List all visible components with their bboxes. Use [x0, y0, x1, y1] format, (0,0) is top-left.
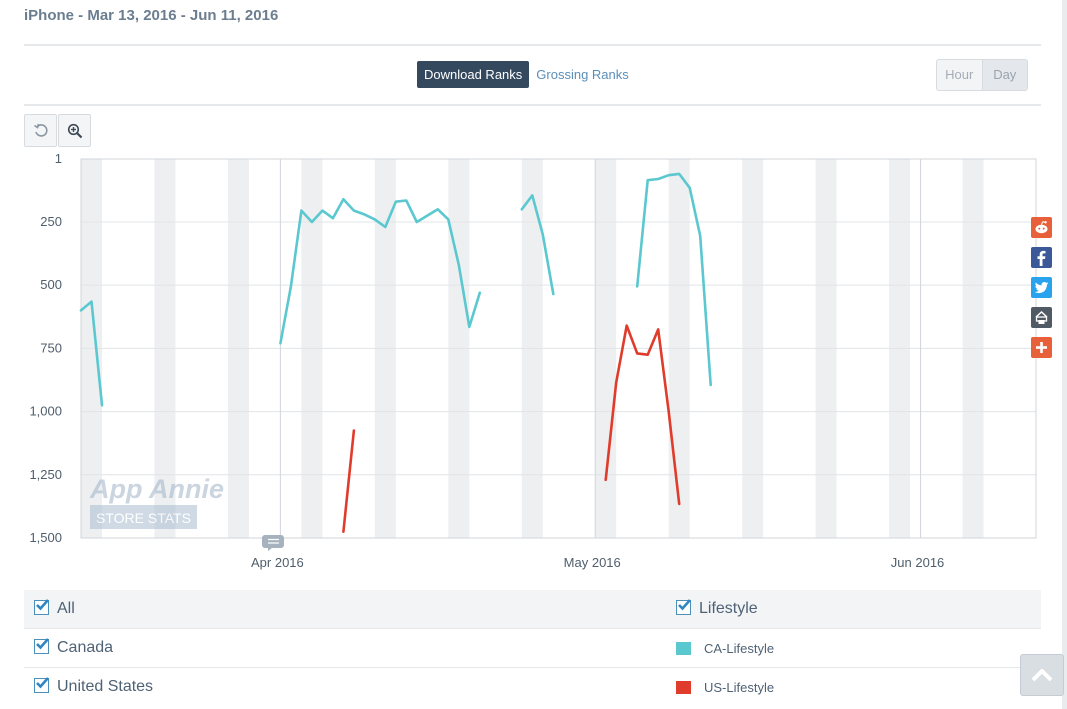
legend-label: US-Lifestyle: [704, 679, 775, 695]
y-tick-label: 250: [40, 214, 62, 229]
y-tick-label: 1,000: [29, 404, 62, 419]
facebook-share-button[interactable]: [1031, 247, 1052, 268]
day-button[interactable]: Day: [981, 60, 1027, 90]
watermark: App Annie STORE STATS: [89, 474, 224, 529]
legend-item-ca-lifestyle[interactable]: CA-Lifestyle: [676, 629, 774, 667]
zoom-in-icon: [67, 123, 82, 138]
y-tick-label: 1: [55, 151, 62, 166]
filter-label: All: [57, 600, 75, 617]
series-filter-table: All Lifestyle Canada CA-Lifestyle United…: [24, 590, 1041, 706]
filter-row-canada: Canada CA-Lifestyle: [24, 628, 1041, 667]
zoom-in-button[interactable]: [58, 114, 91, 147]
checkbox-checked-icon[interactable]: [34, 676, 49, 693]
filter-lifestyle[interactable]: Lifestyle: [676, 590, 758, 628]
x-tick-label: Apr 2016: [251, 555, 304, 570]
filter-label: Canada: [57, 639, 114, 656]
series-line-ca-lifestyle: [520, 194, 555, 296]
reddit-icon: [1035, 221, 1048, 234]
checkbox-checked-icon[interactable]: [34, 637, 49, 654]
annotation-bubble-icon[interactable]: [262, 535, 284, 551]
page-gutter: [1062, 0, 1067, 709]
filter-united-states[interactable]: United States: [34, 668, 153, 706]
facebook-icon: [1037, 250, 1046, 266]
filter-all[interactable]: All: [34, 590, 75, 628]
twitter-icon: [1034, 282, 1049, 294]
granularity-toggle: Hour Day: [936, 59, 1028, 91]
watermark-logo-text: App Annie: [89, 474, 224, 504]
legend-swatch: [676, 680, 691, 694]
rank-type-tabs: Download Ranks Grossing Ranks: [417, 61, 629, 88]
series-line-ca-lifestyle: [79, 300, 104, 407]
filter-row-united-states: United States US-Lifestyle: [24, 667, 1041, 706]
series-line-us-lifestyle: [604, 324, 681, 506]
scroll-to-top-button[interactable]: [1020, 654, 1064, 696]
more-share-icon: [1036, 342, 1047, 353]
series-line-ca-lifestyle: [635, 172, 713, 387]
y-tick-label: 1,250: [29, 467, 62, 482]
legend-item-us-lifestyle[interactable]: US-Lifestyle: [676, 668, 774, 706]
watermark-badge-text: STORE STATS: [96, 510, 191, 526]
reddit-share-button[interactable]: [1031, 217, 1052, 238]
twitter-share-button[interactable]: [1031, 277, 1052, 298]
chevron-up-icon: [1031, 669, 1053, 682]
watermark-badge: [90, 505, 197, 529]
series-line-ca-lifestyle: [279, 197, 482, 345]
filter-label: Lifestyle: [699, 600, 758, 617]
y-tick-label: 1,500: [29, 530, 62, 545]
y-tick-label: 500: [40, 277, 62, 292]
tab-grossing-ranks[interactable]: Grossing Ranks: [536, 67, 629, 82]
divider: [24, 104, 1041, 106]
page-title: iPhone - Mar 13, 2016 - Jun 11, 2016: [24, 7, 279, 24]
series-line-us-lifestyle: [342, 429, 356, 534]
filter-label: United States: [57, 678, 154, 695]
filter-canada[interactable]: Canada: [34, 629, 113, 667]
divider: [24, 44, 1041, 46]
reset-zoom-icon: [33, 123, 48, 137]
legend-swatch: [676, 641, 691, 655]
hour-button[interactable]: Hour: [945, 67, 974, 82]
x-tick-label: May 2016: [564, 555, 621, 570]
legend-label: CA-Lifestyle: [704, 640, 775, 656]
checkbox-checked-icon[interactable]: [34, 598, 49, 615]
filter-row-all: All Lifestyle: [24, 590, 1041, 628]
tab-download-ranks[interactable]: Download Ranks: [417, 61, 530, 88]
print-share-button[interactable]: [1031, 307, 1052, 328]
x-tick-label: Jun 2016: [891, 555, 945, 570]
checkbox-checked-icon[interactable]: [676, 598, 691, 615]
y-tick-label: 750: [40, 340, 62, 355]
print-icon: [1035, 310, 1048, 324]
more-share-button[interactable]: [1031, 337, 1052, 358]
rank-chart: 1 250 500 750 1,000 1,250 1,500 Apr 2016 May 20…: [29, 151, 1037, 570]
reset-zoom-button[interactable]: [24, 114, 57, 147]
